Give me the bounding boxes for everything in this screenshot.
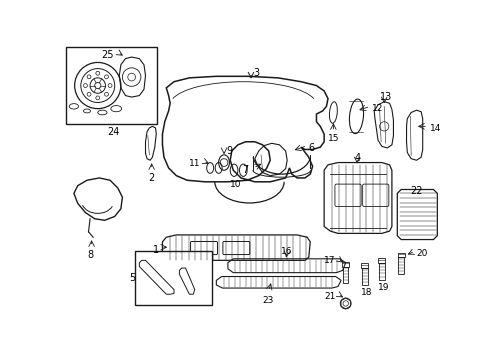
FancyBboxPatch shape [66,47,157,124]
Text: 23: 23 [262,296,273,305]
Bar [398,257,403,274]
Text: 21: 21 [324,292,335,301]
Text: 10: 10 [229,180,241,189]
Text: 20: 20 [416,249,427,258]
Text: 9: 9 [226,145,232,156]
Text: 7: 7 [242,165,248,175]
Bar [342,266,347,283]
Text: 5: 5 [129,273,135,283]
Bar [378,263,384,280]
Text: 22: 22 [409,186,422,195]
Text: 11: 11 [189,159,201,168]
Text: 4: 4 [354,153,360,162]
Text: 1: 1 [153,245,159,255]
Text: 6: 6 [308,143,314,153]
Text: 2: 2 [148,172,155,183]
FancyBboxPatch shape [135,251,212,305]
Text: 15: 15 [327,134,339,143]
Text: 25: 25 [101,50,113,60]
Text: 8: 8 [87,249,94,260]
Text: 13: 13 [379,92,391,102]
Bar [362,268,367,285]
Text: 12: 12 [371,104,383,113]
Text: 14: 14 [429,124,440,133]
Text: 16: 16 [281,247,292,256]
Text: 19: 19 [377,283,389,292]
Text: 17: 17 [324,256,335,265]
Text: 18: 18 [360,288,372,297]
Text: 3: 3 [253,68,259,78]
Text: 24: 24 [107,127,119,137]
